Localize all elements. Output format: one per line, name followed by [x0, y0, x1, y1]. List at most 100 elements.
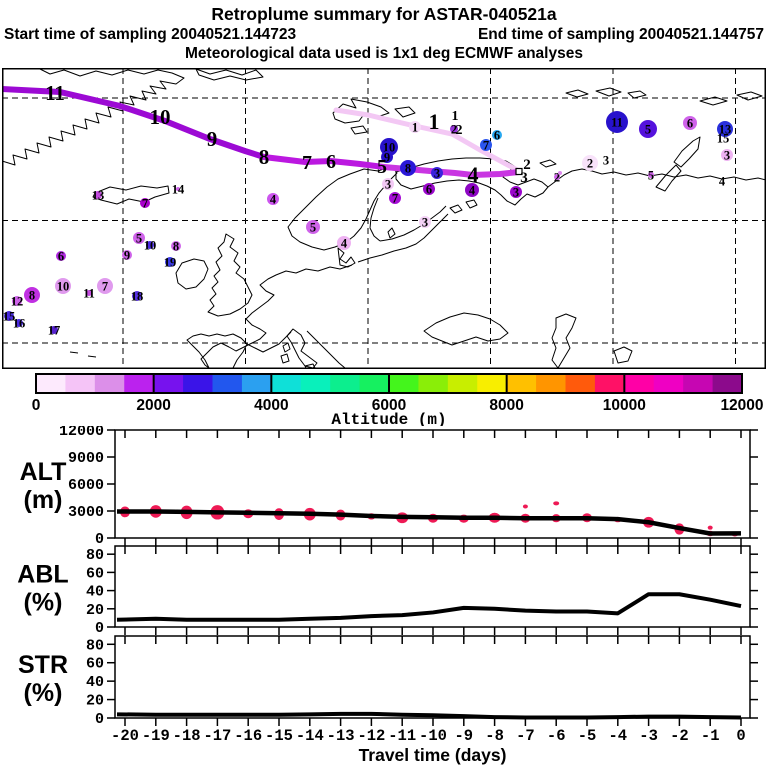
x-axis-tick-label: -18: [173, 727, 201, 745]
colorbar-segment: [624, 374, 655, 393]
coastline-azores-marks: [69, 351, 97, 358]
coastline-adriatic: [306, 330, 346, 369]
colorbar-segment: [330, 374, 361, 393]
cluster-dot-label: 9: [384, 151, 390, 165]
colorbar-segment: [153, 374, 184, 393]
colorbar-segment: [447, 374, 478, 393]
cluster-dot-label: 13: [92, 189, 105, 203]
cluster-dot: [267, 193, 279, 205]
cluster-dot-label: 4: [341, 237, 348, 251]
x-axis-tick-label: -7: [516, 727, 535, 745]
x-axis-tick-label: -20: [111, 727, 139, 745]
coastline-denmark: [337, 247, 356, 268]
cluster-dot: [648, 172, 654, 178]
x-axis-tick-label: -11: [388, 727, 416, 745]
colorbar-border: [35, 373, 743, 394]
colorbar-tick-label: 0: [32, 397, 41, 414]
y-tick-label: 0: [95, 620, 104, 637]
cluster-dot: [50, 326, 58, 334]
map-border: [2, 68, 766, 369]
cluster-dot-label: 5: [645, 123, 651, 137]
panel-label: ALT: [20, 458, 67, 486]
cluster-dot-label: 11: [83, 287, 95, 301]
y-tick-label: 60: [86, 656, 104, 673]
cluster-dot: [133, 232, 145, 244]
cluster-dot: [15, 319, 23, 327]
trajectory-day-label: 11: [45, 81, 65, 105]
met-data-label: Meteorological data used is 1x1 deg ECMW…: [185, 45, 583, 62]
coastline-great-britain: [207, 233, 253, 317]
cluster-dot: [122, 250, 132, 260]
end-time-label: End time of sampling 20040521.144757: [477, 26, 764, 43]
coastline-italy: [280, 328, 318, 369]
colorbar-segment: [418, 374, 449, 393]
y-tick-label: 80: [86, 547, 104, 564]
trajectory-day-label: 2: [523, 157, 531, 173]
cluster-dot: [94, 191, 102, 199]
cluster-dot: [132, 291, 142, 301]
cluster-dot-label: 10: [383, 141, 396, 155]
colorbar-tick-label: 12000: [720, 397, 763, 414]
x-axis-tick-label: -19: [142, 727, 170, 745]
cluster-dot: [165, 257, 175, 267]
cluster-dot: [450, 125, 458, 133]
x-axis-tick-label: -5: [578, 727, 597, 745]
x-axis-tick-label: -12: [357, 727, 385, 745]
cluster-dot: [381, 151, 393, 163]
map-gridlines: [2, 68, 766, 369]
cluster-dot-label: 3: [385, 178, 391, 192]
trajectory-day-label: 5: [377, 156, 387, 178]
cluster-dot: [4, 311, 14, 321]
y-tick-label: 20: [86, 602, 104, 619]
x-axis-tick-label: -6: [547, 727, 566, 745]
cluster-dot-label: 2: [587, 157, 593, 171]
colorbar-segment: [94, 374, 125, 393]
cluster-dot: [554, 174, 560, 180]
coastline-kola-white-sea: [395, 157, 549, 206]
trajectory-branch-line: [333, 107, 522, 174]
colorbar-segment: [653, 374, 684, 393]
colorbar-segment: [477, 374, 508, 393]
trajectory-day-label: 1: [452, 109, 459, 124]
altitude-colorbar: 0 2000 4000 6000 8000 10000 12000 Altitude (m): [32, 373, 764, 426]
cluster-dot: [171, 241, 181, 251]
trajectory-day-label: 10: [150, 105, 171, 129]
x-axis-tick-label: -9: [454, 727, 473, 745]
x-axis-tick-label: -8: [485, 727, 504, 745]
colorbar-tick-label: 4000: [254, 397, 288, 414]
page-title: Retroplume summary for ASTAR-040521a: [211, 4, 557, 24]
panel-label: ABL: [17, 561, 68, 589]
coastline-iberia: [186, 333, 248, 369]
cluster-dot-label: 13: [719, 123, 732, 137]
colorbar-segment: [124, 374, 155, 393]
coastline-scandinavia: [287, 165, 447, 251]
cluster-dot-label: 15: [3, 310, 16, 324]
trajectory-day-label: 2: [456, 123, 463, 138]
cluster-dot: [56, 251, 66, 261]
cluster-dot-label: 6: [494, 129, 500, 143]
panel-label-units: (m): [24, 486, 63, 514]
coastline-iceland: [92, 185, 170, 205]
cluster-dot: [24, 287, 40, 303]
map-coastlines: [2, 68, 766, 369]
cluster-dot-label: 8: [173, 240, 179, 254]
cluster-dot-label: 16: [13, 317, 26, 331]
coastline-arctic-islands: [195, 68, 264, 81]
cluster-dot-label: 6: [687, 117, 693, 131]
colorbar-tick-label: 6000: [372, 397, 406, 414]
colorbar-segment: [212, 374, 243, 393]
x-axis-tick-label: -17: [203, 727, 231, 745]
cluster-dot-label: 7: [102, 280, 108, 294]
cluster-dot-label: 3: [422, 216, 428, 230]
colorbar-segment: [565, 374, 596, 393]
colorbar-segment: [506, 374, 537, 393]
trajectory-day-label: 4: [468, 162, 479, 187]
coastline-baltic: [357, 213, 449, 263]
colorbar-segment: [683, 374, 714, 393]
cluster-dot: [176, 187, 180, 191]
coastline-russian-arctic: [547, 168, 766, 188]
y-tick-label: 6000: [68, 477, 104, 494]
panel-label: STR: [18, 651, 68, 679]
